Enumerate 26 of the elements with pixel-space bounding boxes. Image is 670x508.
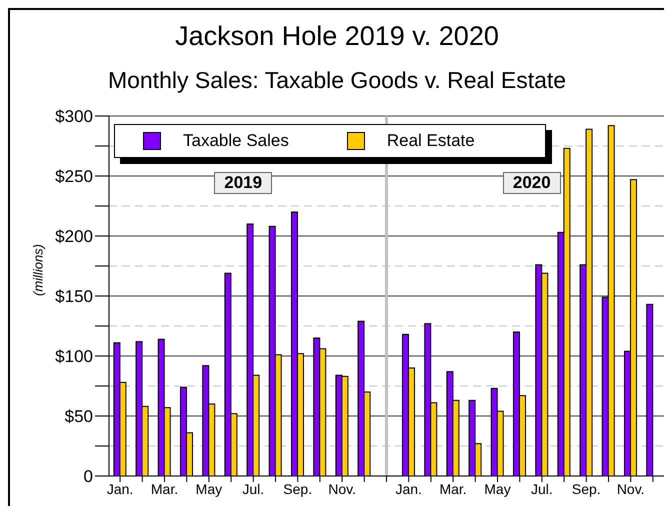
y-tick-label: $300 <box>55 107 93 126</box>
y-tick-label: $250 <box>55 167 93 186</box>
legend-label: Real Estate <box>386 131 475 151</box>
x-tick-label: Mar. <box>439 480 467 497</box>
x-tick-label: Mar. <box>150 480 178 497</box>
y-tick-label: $200 <box>55 227 93 246</box>
legend-label: Taxable Sales <box>183 131 289 151</box>
annotation: 2020 <box>502 172 561 194</box>
x-tick-label: May <box>484 480 511 497</box>
x-tick-label: Jan. <box>106 480 134 497</box>
x-tick-label: Jul. <box>531 480 553 497</box>
y-tick-label: $50 <box>64 407 93 426</box>
x-tick-label: Nov. <box>616 480 645 497</box>
y-tick-label: 0 <box>84 467 93 486</box>
x-tick-label: May <box>196 480 222 497</box>
chart-subtitle: Monthly Sales: Taxable Goods v. Real Estate <box>106 66 568 95</box>
annotation: 2019 <box>214 172 272 194</box>
x-tick-label: Jan. <box>395 480 422 497</box>
y-tick-label: $100 <box>55 347 93 366</box>
chart-title: Jackson Hole 2019 v. 2020 <box>174 20 500 53</box>
x-tick-label: Nov. <box>328 480 356 497</box>
x-tick-label: Sep. <box>283 480 312 497</box>
x-tick-label: Sep. <box>572 480 601 497</box>
y-tick-label: $150 <box>55 287 93 306</box>
x-tick-label: Jul. <box>242 480 264 497</box>
y-axis-title: (millions) <box>30 244 46 296</box>
